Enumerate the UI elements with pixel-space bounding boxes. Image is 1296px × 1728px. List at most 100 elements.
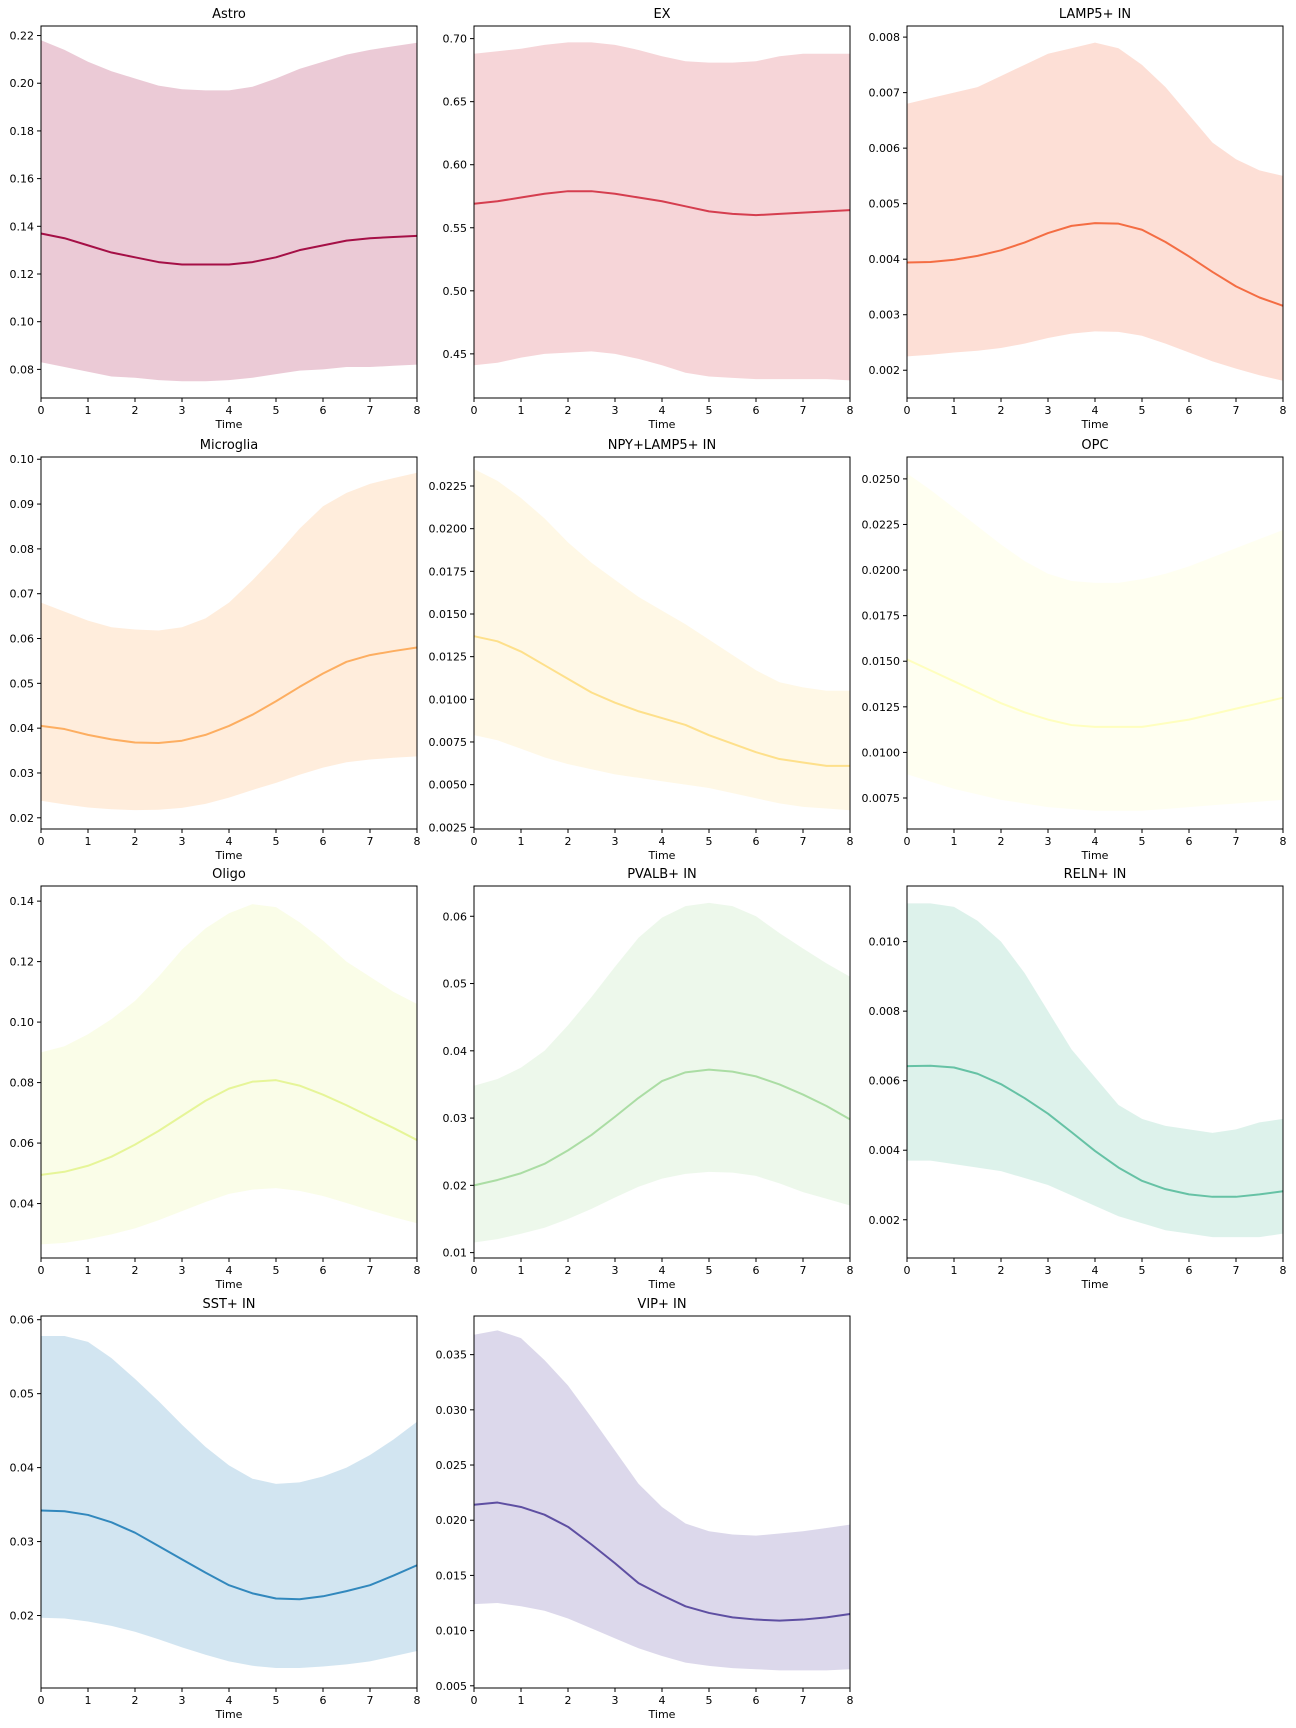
x-axis-label: Time [648, 1278, 676, 1291]
mean-line [473, 635, 850, 767]
subplot-opc: 0 1 2 3 4 5 6 7 8 0.0075 0.0100 0.0125 0.0150 0.0175 0… [862, 438, 1287, 862]
y-tick-label: 0.70 [443, 33, 468, 46]
subplot-title: OPC [1081, 438, 1108, 453]
x-tick-label: 6 [753, 1264, 760, 1277]
y-tick-label: 0.04 [10, 1198, 35, 1211]
y-tick-label: 0.08 [10, 543, 35, 556]
y-tick-label: 0.05 [10, 677, 35, 690]
confidence-band [474, 468, 850, 811]
x-tick-label: 6 [320, 835, 327, 848]
x-tick-label: 3 [179, 1694, 186, 1707]
x-tick-label: 7 [1233, 1264, 1240, 1277]
x-tick-label: 6 [320, 1264, 327, 1277]
x-tick-label: 7 [800, 404, 807, 417]
x-tick-label: 8 [847, 835, 854, 848]
confidence-band [907, 903, 1283, 1238]
x-tick-label: 6 [753, 404, 760, 417]
x-tick-label: 6 [1186, 835, 1193, 848]
x-tick-label: 1 [85, 404, 92, 417]
x-tick-label: 3 [1045, 835, 1052, 848]
x-tick-label: 3 [612, 1264, 619, 1277]
x-tick-label: 3 [179, 404, 186, 417]
subplot-title: EX [653, 7, 670, 22]
x-tick-label: 5 [706, 404, 713, 417]
x-tick-label: 7 [800, 1264, 807, 1277]
y-tick-label: 0.0125 [429, 651, 468, 664]
y-tick-label: 0.0200 [862, 564, 901, 577]
x-tick-label: 2 [132, 835, 139, 848]
subplot-astro: 0 1 2 3 4 5 6 7 8 0.08 0.10 0.12 0.14 0.16 0.18 0.20 0.2… [10, 7, 421, 431]
confidence-band [907, 42, 1283, 381]
x-tick-label: 0 [38, 1694, 45, 1707]
y-tick-label: 0.0225 [429, 480, 468, 493]
y-tick-label: 0.006 [869, 142, 901, 155]
x-tick-label: 4 [659, 835, 666, 848]
y-tick-label: 0.45 [443, 348, 468, 361]
x-tick-label: 8 [1280, 835, 1287, 848]
x-axis-label: Time [215, 1278, 243, 1291]
x-tick-label: 1 [85, 1694, 92, 1707]
x-tick-label: 5 [273, 835, 280, 848]
y-tick-label: 0.12 [10, 268, 35, 281]
y-tick-label: 0.0075 [862, 792, 901, 805]
y-tick-label: 0.03 [443, 1112, 468, 1125]
confidence-band [907, 473, 1283, 811]
x-tick-label: 1 [518, 1264, 525, 1277]
x-axis-label: Time [1081, 1278, 1109, 1291]
subplot-oligo: 0 1 2 3 4 5 6 7 8 0.04 0.06 0.08 0.10 0.12 0.14 Oligo Ti… [10, 867, 421, 1291]
y-tick-label: 0.015 [436, 1569, 468, 1582]
x-tick-label: 4 [659, 404, 666, 417]
x-tick-label: 8 [847, 1264, 854, 1277]
confidence-band [474, 42, 850, 381]
x-tick-label: 4 [226, 1694, 233, 1707]
x-tick-label: 3 [1045, 1264, 1052, 1277]
mean-line [40, 646, 418, 744]
y-tick-label: 0.0225 [862, 518, 901, 531]
y-tick-label: 0.035 [436, 1349, 468, 1362]
x-tick-label: 1 [518, 835, 525, 848]
x-axis-label: Time [215, 849, 243, 862]
mean-line [473, 1068, 851, 1187]
y-tick-label: 0.05 [443, 978, 468, 991]
y-tick-label: 0.03 [10, 767, 35, 780]
y-tick-label: 0.008 [869, 1005, 901, 1018]
x-tick-label: 5 [706, 1694, 713, 1707]
y-tick-label: 0.08 [10, 1077, 35, 1090]
subplot-title: RELN+ IN [1064, 867, 1127, 882]
y-tick-label: 0.16 [10, 173, 35, 186]
x-tick-label: 8 [847, 1694, 854, 1707]
y-tick-label: 0.0175 [429, 565, 468, 578]
x-tick-label: 3 [612, 404, 619, 417]
y-tick-label: 0.06 [10, 633, 35, 646]
x-axis-label: Time [648, 1708, 676, 1721]
y-tick-label: 0.12 [10, 956, 35, 969]
x-tick-label: 5 [1139, 835, 1146, 848]
y-tick-label: 0.004 [869, 253, 901, 266]
confidence-band [41, 1335, 417, 1669]
x-tick-label: 0 [904, 1264, 911, 1277]
confidence-band [41, 40, 417, 382]
mean-line [906, 1064, 1284, 1198]
x-tick-label: 6 [320, 404, 327, 417]
y-tick-label: 0.005 [436, 1680, 468, 1693]
y-tick-label: 0.10 [10, 1016, 35, 1029]
x-tick-label: 4 [226, 835, 233, 848]
subplot-vip-in: 0 1 2 3 4 5 6 7 8 0.005 0.010 0.015 0.020 0.025 0.030 0… [436, 1297, 854, 1721]
x-tick-label: 5 [706, 1264, 713, 1277]
x-tick-label: 4 [1092, 404, 1099, 417]
x-tick-label: 5 [273, 1264, 280, 1277]
y-tick-label: 0.0050 [429, 779, 468, 792]
y-tick-label: 0.06 [10, 1314, 35, 1327]
y-tick-label: 0.0150 [429, 608, 468, 621]
x-tick-label: 2 [565, 1694, 572, 1707]
x-tick-label: 5 [1139, 404, 1146, 417]
subplot-title: VIP+ IN [637, 1297, 686, 1312]
x-tick-label: 6 [1186, 404, 1193, 417]
x-tick-label: 1 [951, 404, 958, 417]
y-tick-label: 0.010 [869, 936, 901, 949]
x-tick-label: 0 [904, 404, 911, 417]
x-axis-label: Time [215, 418, 243, 431]
y-tick-label: 0.60 [443, 159, 468, 172]
y-tick-label: 0.03 [10, 1536, 35, 1549]
y-tick-label: 0.0125 [862, 701, 901, 714]
